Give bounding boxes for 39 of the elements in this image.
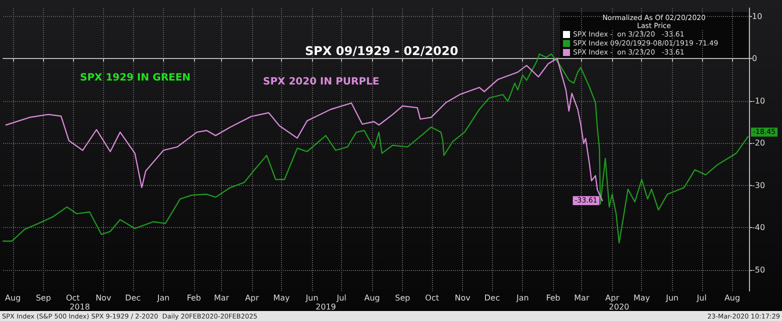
annotation: SPX 1929 IN GREEN	[80, 72, 191, 84]
y-tick-label: -40	[752, 223, 766, 232]
y-tick-label: -20	[752, 138, 766, 148]
x2-tick-label: 2020	[608, 302, 630, 312]
x-tick-label: Apr	[605, 294, 620, 302]
line-series	[5, 58, 603, 202]
y-tick-label: 10	[752, 12, 762, 21]
x-tick-label: Mar	[574, 294, 590, 302]
x2-tick-label: 2018	[70, 302, 90, 312]
x-tick-label: Mar	[214, 294, 230, 302]
x-tick-label: Aug	[364, 294, 380, 302]
y-tick-label: -50	[752, 265, 766, 274]
x-tick-label: Jun	[304, 294, 318, 302]
x-tick-label: Jul	[336, 294, 346, 302]
x2-tick-label: 2019	[316, 302, 336, 312]
x-tick-label: Feb	[546, 294, 560, 302]
x-tick-label: Oct	[66, 294, 80, 302]
x-tick-label: Jan	[515, 294, 529, 302]
y-tick-label: -10	[752, 96, 766, 106]
y-tick-label: -30	[752, 180, 766, 190]
x-tick-label: Sep	[395, 294, 410, 302]
x-tick-label: Jun	[664, 294, 678, 302]
x-tick-label: Oct	[425, 294, 440, 302]
x-tick-label: May	[273, 294, 290, 302]
x-tick-label: Feb	[186, 294, 202, 302]
x-tick-label: Aug	[724, 294, 740, 302]
x-tick-label: Nov	[454, 294, 471, 302]
x-tick-label: Jan	[156, 294, 170, 302]
x-tick-label: Jul	[696, 294, 707, 302]
annotation: SPX 2020 IN PURPLE	[263, 76, 380, 88]
text: SPX 09/1929 - 02/2020	[305, 44, 458, 58]
y-tick-label: 0	[752, 54, 758, 64]
x-tick-label: May	[633, 294, 650, 302]
x-tick-label: Dec	[125, 294, 141, 302]
x-tick-label: Nov	[96, 294, 112, 302]
x-tick-label: Sep	[36, 294, 51, 302]
x-tick-label: Dec	[484, 294, 500, 302]
x-tick-label: Aug	[5, 294, 21, 302]
x-tick-label: Apr	[245, 294, 260, 302]
